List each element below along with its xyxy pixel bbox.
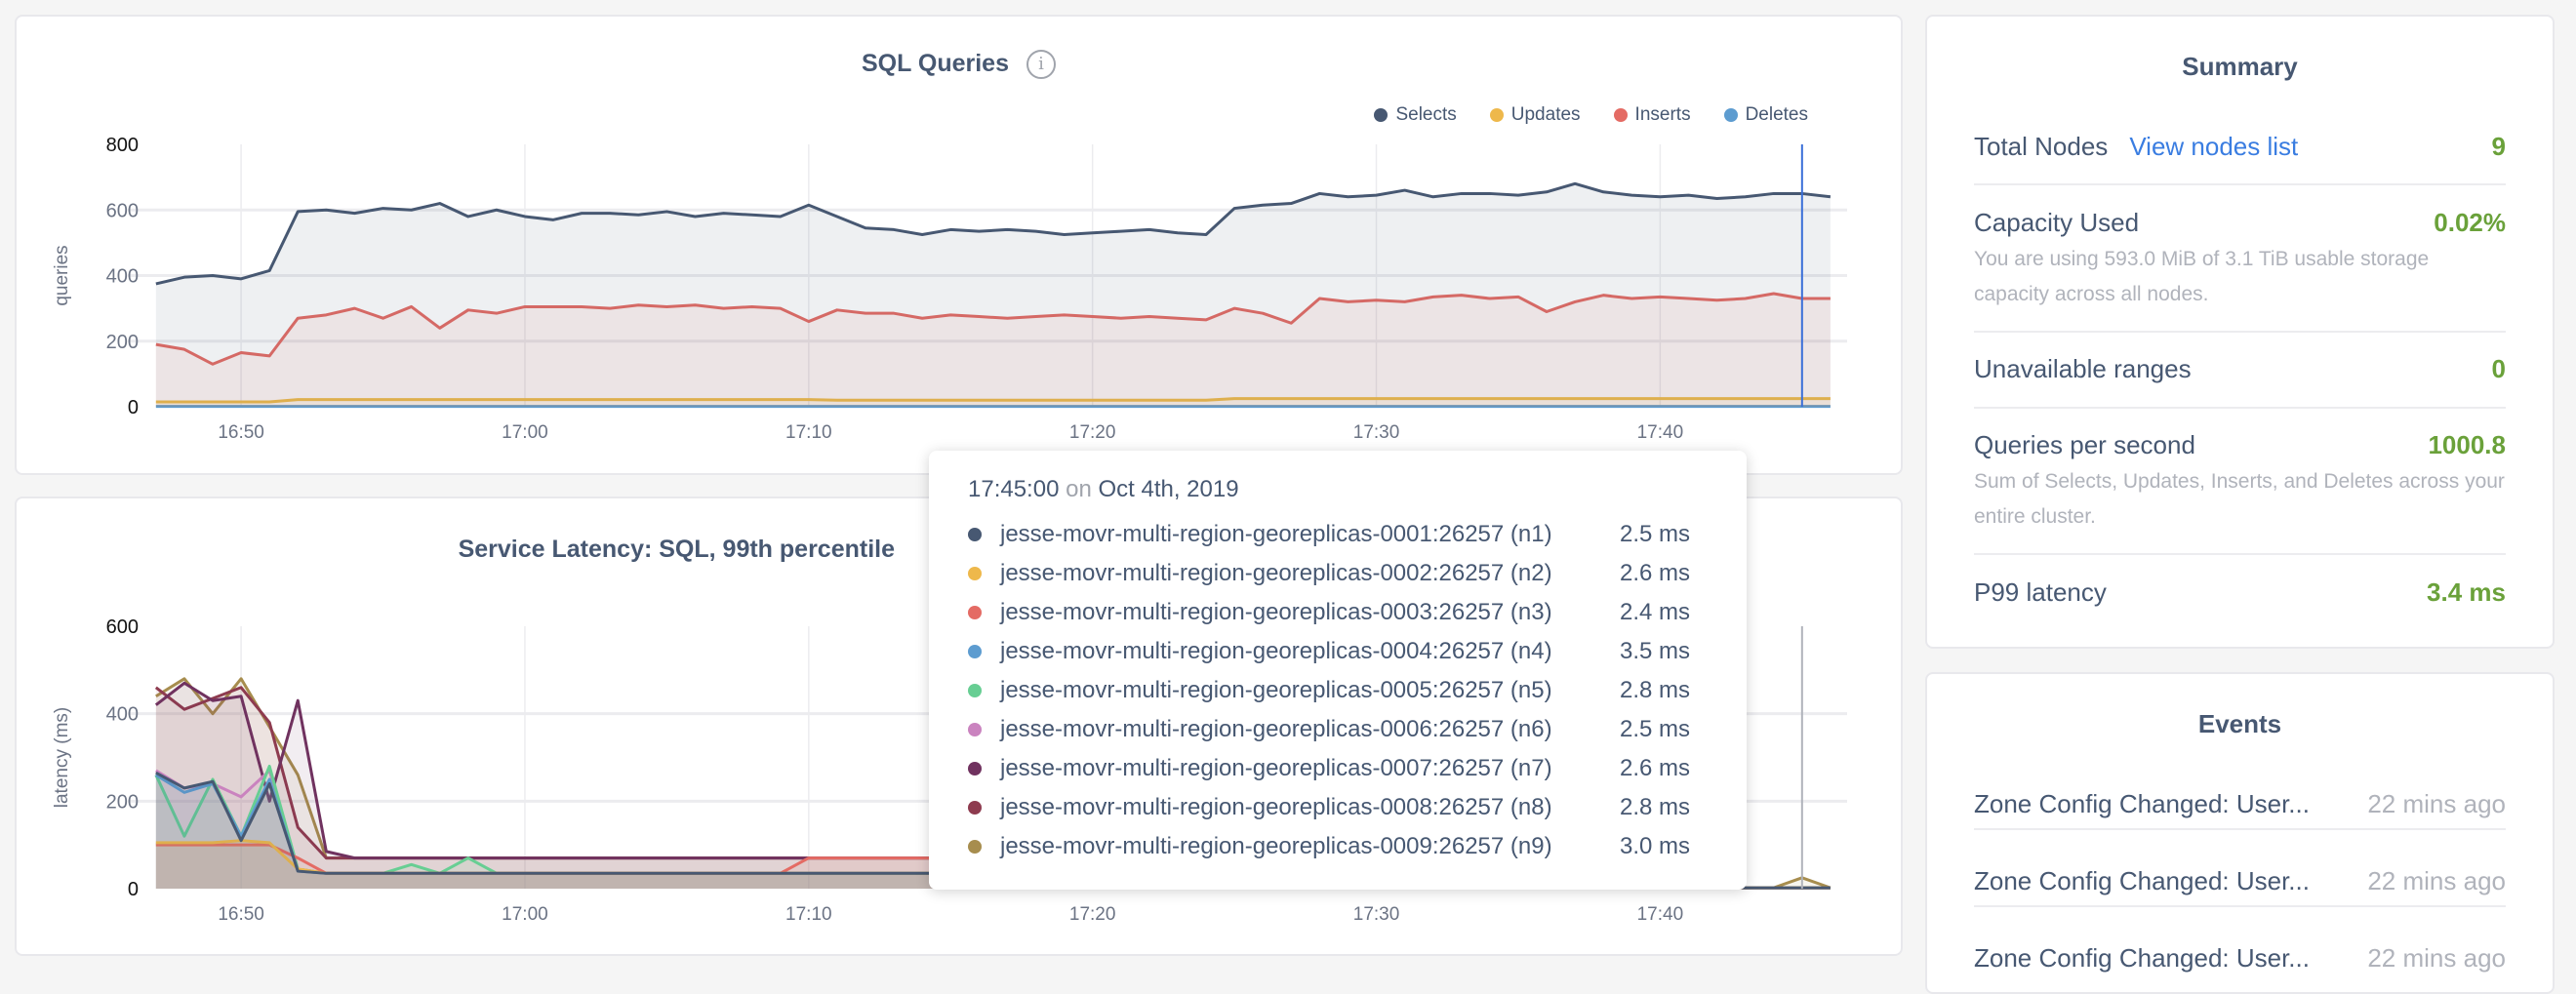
tooltip-series-value: 2.5 ms: [1620, 521, 1690, 548]
p99-latency-value: 3.4 ms: [2427, 577, 2506, 608]
tooltip-on: on: [1066, 476, 1092, 502]
event-time: 22 mins ago: [2367, 866, 2506, 896]
y-tick-label: 600: [106, 616, 139, 638]
events-card: Events Zone Config Changed: User... 22 mi…: [1925, 672, 2555, 994]
y-tick-label: 0: [128, 397, 139, 418]
tooltip-series-value: 2.8 ms: [1620, 677, 1690, 704]
chart-tooltip: 17:45:00 on Oct 4th, 2019 jesse-movr-mul…: [929, 451, 1747, 890]
x-tick-label: 17:20: [1069, 904, 1116, 925]
unavailable-ranges-label: Unavailable ranges: [1974, 354, 2192, 383]
x-tick-label: 17:00: [502, 904, 548, 925]
y-axis-label: latency (ms): [52, 707, 72, 808]
tooltip-row: jesse-movr-multi-region-georeplicas-0007…: [968, 749, 1747, 788]
total-nodes-label: Total Nodes: [1974, 132, 2108, 161]
tooltip-series-value: 2.6 ms: [1620, 560, 1690, 587]
total-nodes-value: 9: [2492, 132, 2506, 162]
series-dot: [968, 840, 982, 854]
tooltip-series-value: 2.6 ms: [1620, 755, 1690, 782]
y-tick-label: 600: [106, 200, 139, 221]
capacity-value: 0.02%: [2434, 208, 2506, 238]
y-tick-label: 800: [106, 135, 139, 156]
tooltip-row: jesse-movr-multi-region-georeplicas-0009…: [968, 827, 1747, 866]
tooltip-series-value: 2.4 ms: [1620, 599, 1690, 626]
tooltip-series-name: jesse-movr-multi-region-georeplicas-0004…: [1000, 638, 1620, 665]
y-tick-label: 0: [128, 879, 139, 900]
series-dot: [968, 567, 982, 580]
x-tick-label: 17:00: [502, 422, 548, 443]
tooltip-series-name: jesse-movr-multi-region-georeplicas-0008…: [1000, 794, 1620, 821]
p99-latency-label: P99 latency: [1974, 577, 2107, 607]
unavailable-ranges-value: 0: [2492, 354, 2506, 384]
tooltip-row: jesse-movr-multi-region-georeplicas-0001…: [968, 515, 1747, 554]
tooltip-series-name: jesse-movr-multi-region-georeplicas-0009…: [1000, 833, 1620, 860]
tooltip-series-name: jesse-movr-multi-region-georeplicas-0001…: [1000, 521, 1620, 548]
x-tick-label: 17:20: [1069, 422, 1116, 443]
event-time: 22 mins ago: [2367, 943, 2506, 974]
y-tick-label: 200: [106, 791, 139, 813]
x-tick-label: 17:40: [1637, 904, 1684, 925]
x-tick-label: 17:30: [1353, 904, 1400, 925]
x-tick-label: 17:30: [1353, 422, 1400, 443]
event-name: Zone Config Changed: User...: [1974, 943, 2310, 973]
series-dot: [968, 606, 982, 619]
tooltip-series-name: jesse-movr-multi-region-georeplicas-0003…: [1000, 599, 1620, 626]
y-axis-label: queries: [52, 245, 72, 305]
event-item[interactable]: Zone Config Changed: User... 22 mins ago: [1974, 866, 2506, 907]
x-tick-label: 17:10: [785, 904, 832, 925]
tooltip-row: jesse-movr-multi-region-georeplicas-0002…: [968, 554, 1747, 593]
tooltip-series-name: jesse-movr-multi-region-georeplicas-0005…: [1000, 677, 1620, 704]
x-tick-label: 16:50: [218, 904, 264, 925]
sql-queries-chart[interactable]: 16:50 17:00 17:10 17:20 17:30 17:40 0 200 400 600…: [17, 17, 1903, 475]
y-tick-label: 400: [106, 704, 139, 726]
tooltip-date: Oct 4th, 2019: [1098, 476, 1238, 502]
y-tick-label: 200: [106, 332, 139, 353]
x-tick-label: 16:50: [218, 422, 264, 443]
series-dot: [968, 645, 982, 658]
tooltip-time: 17:45:00: [968, 476, 1059, 502]
series-dot: [968, 762, 982, 775]
tooltip-series-name: jesse-movr-multi-region-georeplicas-0007…: [1000, 755, 1620, 782]
event-time: 22 mins ago: [2367, 789, 2506, 819]
summary-row-total-nodes: Total Nodes View nodes list 9: [1974, 132, 2506, 185]
summary-row-capacity: Capacity Used 0.02% You are using 593.0 …: [1974, 208, 2506, 333]
x-tick-label: 17:10: [785, 422, 832, 443]
tooltip-series-value: 2.5 ms: [1620, 716, 1690, 743]
tooltip-row: jesse-movr-multi-region-georeplicas-0004…: [968, 632, 1747, 671]
tooltip-series-value: 3.0 ms: [1620, 833, 1690, 860]
qps-description: Sum of Selects, Updates, Inserts, and De…: [1974, 464, 2506, 535]
tooltip-rows: jesse-movr-multi-region-georeplicas-0001…: [968, 515, 1747, 866]
tooltip-row: jesse-movr-multi-region-georeplicas-0008…: [968, 788, 1747, 827]
series-dot: [968, 801, 982, 815]
series-dot: [968, 528, 982, 541]
summary-row-p99: P99 latency 3.4 ms: [1974, 577, 2506, 616]
tooltip-row: jesse-movr-multi-region-georeplicas-0005…: [968, 671, 1747, 710]
view-nodes-list-link[interactable]: View nodes list: [2129, 132, 2298, 161]
series-dot: [968, 723, 982, 736]
summary-row-unavailable: Unavailable ranges 0: [1974, 354, 2506, 409]
series-dot: [968, 684, 982, 697]
event-name: Zone Config Changed: User...: [1974, 866, 2310, 895]
summary-row-qps: Queries per second 1000.8 Sum of Selects…: [1974, 430, 2506, 555]
event-item[interactable]: Zone Config Changed: User... 22 mins ago: [1974, 943, 2506, 982]
qps-value: 1000.8: [2428, 430, 2506, 460]
y-tick-label: 400: [106, 266, 139, 288]
tooltip-series-name: jesse-movr-multi-region-georeplicas-0006…: [1000, 716, 1620, 743]
tooltip-series-name: jesse-movr-multi-region-georeplicas-0002…: [1000, 560, 1620, 587]
summary-card: Summary Total Nodes View nodes list 9 Cap…: [1925, 15, 2555, 649]
series-area-selects: [156, 183, 1831, 407]
tooltip-series-value: 2.8 ms: [1620, 794, 1690, 821]
event-item[interactable]: Zone Config Changed: User... 22 mins ago: [1974, 789, 2506, 830]
qps-label: Queries per second: [1974, 430, 2195, 459]
tooltip-row: jesse-movr-multi-region-georeplicas-0003…: [968, 593, 1747, 632]
tooltip-series-value: 3.5 ms: [1620, 638, 1690, 665]
x-tick-label: 17:40: [1637, 422, 1684, 443]
summary-title: Summary: [1927, 52, 2553, 82]
capacity-label: Capacity Used: [1974, 208, 2139, 237]
events-title: Events: [1927, 709, 2553, 739]
tooltip-row: jesse-movr-multi-region-georeplicas-0006…: [968, 710, 1747, 749]
tooltip-header: 17:45:00 on Oct 4th, 2019: [968, 476, 1747, 503]
capacity-description: You are using 593.0 MiB of 3.1 TiB usabl…: [1974, 242, 2506, 312]
event-name: Zone Config Changed: User...: [1974, 789, 2310, 818]
